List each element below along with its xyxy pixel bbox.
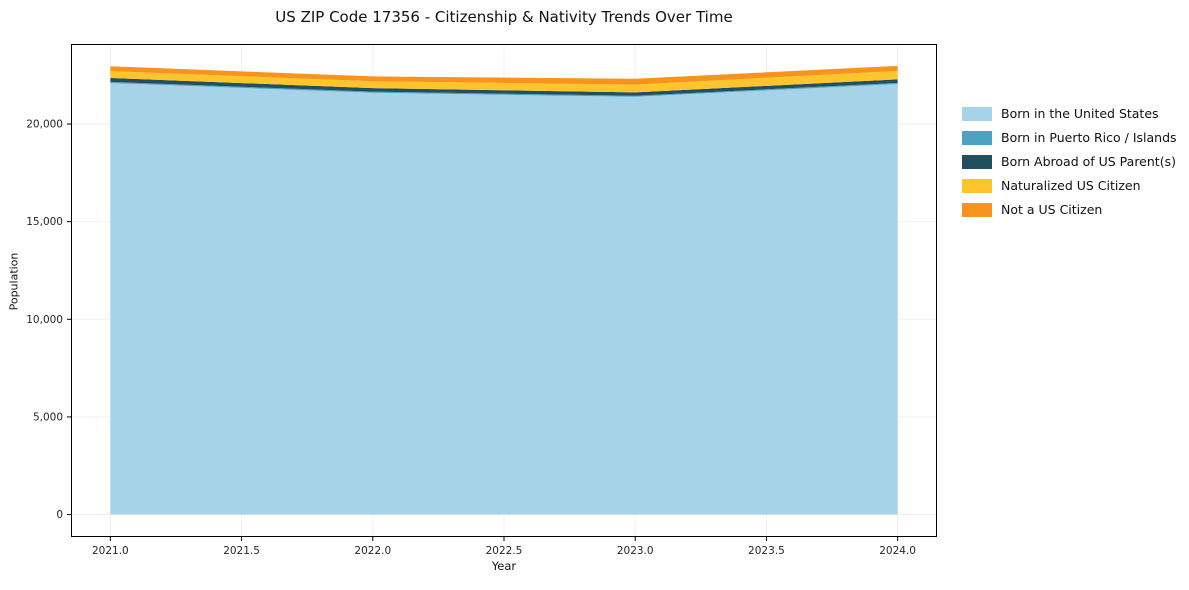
legend-item: Not a US Citizen: [962, 202, 1177, 217]
area-series: [110, 70, 898, 93]
y-tick-label: 0: [56, 509, 63, 521]
legend-label: Naturalized US Citizen: [1001, 178, 1141, 193]
y-axis-label: Population: [7, 252, 21, 311]
area-series: [110, 81, 898, 97]
legend-swatch: [962, 154, 992, 169]
legend-item: Born in the United States: [962, 106, 1177, 121]
legend: Born in the United States Born in Puerto …: [962, 106, 1177, 217]
legend-item: Naturalized US Citizen: [962, 178, 1177, 193]
area-series: [110, 83, 898, 515]
x-tick-label: 2023.0: [617, 545, 654, 557]
y-tick-label: 20,000: [26, 119, 63, 131]
legend-label: Not a US Citizen: [1001, 202, 1103, 217]
legend-label: Born in the United States: [1001, 106, 1159, 121]
x-tick-label: 2024.0: [879, 545, 916, 557]
legend-swatch: [962, 178, 992, 193]
y-tick-label: 10,000: [26, 314, 63, 326]
legend-item: Born in Puerto Rico / Islands: [962, 130, 1177, 145]
x-tick-label: 2021.5: [223, 545, 260, 557]
x-tick-label: 2021.0: [92, 545, 129, 557]
x-tick-label: 2023.5: [748, 545, 785, 557]
legend-item: Born Abroad of US Parent(s): [962, 154, 1177, 169]
y-tick-label: 15,000: [26, 216, 63, 228]
area-series: [110, 77, 898, 96]
legend-label: Born in Puerto Rico / Islands: [1001, 130, 1177, 145]
chart-title: US ZIP Code 17356 - Citizenship & Nativi…: [275, 8, 733, 26]
legend-swatch: [962, 106, 992, 121]
x-axis-label: Year: [491, 559, 517, 573]
legend-swatch: [962, 202, 992, 217]
legend-label: Born Abroad of US Parent(s): [1001, 154, 1176, 169]
x-tick-label: 2022.0: [354, 545, 391, 557]
plot-border: [71, 44, 937, 537]
x-tick-label: 2022.5: [486, 545, 523, 557]
y-tick-label: 5,000: [33, 411, 63, 423]
legend-swatch: [962, 130, 992, 145]
area-series: [110, 65, 898, 85]
